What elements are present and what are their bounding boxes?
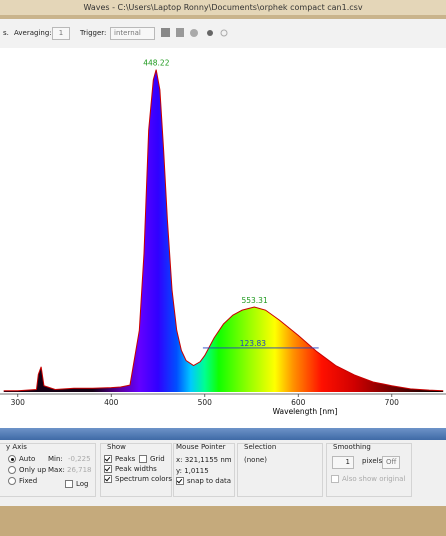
save-icon[interactable] bbox=[161, 28, 170, 37]
radio-label: Auto bbox=[19, 455, 36, 463]
x-tick-label: 600 bbox=[291, 398, 306, 407]
checkbox-label: Peak widths bbox=[115, 465, 157, 473]
check-state bbox=[104, 455, 112, 463]
x-tick-label: 700 bbox=[385, 398, 400, 407]
radio-only-up[interactable]: Only up bbox=[8, 466, 46, 474]
min-value: -0,225 bbox=[68, 455, 91, 463]
also-original-checkbox[interactable]: Also show original bbox=[331, 475, 405, 483]
check-state bbox=[176, 477, 184, 485]
pointer-y: y: 1,0115 bbox=[176, 467, 209, 475]
checkbox-label: Also show original bbox=[342, 475, 406, 483]
smoothing-input[interactable]: 1 bbox=[332, 456, 354, 469]
min-label: Min: bbox=[48, 455, 63, 463]
trigger-dropdown[interactable]: internal bbox=[110, 27, 155, 40]
settings-icon[interactable] bbox=[220, 29, 228, 37]
check-state bbox=[104, 465, 112, 473]
smoothing-group: Smoothing 1 pixels Off Also show origina… bbox=[326, 443, 412, 497]
group-title: Show bbox=[107, 443, 126, 451]
checkbox-label: snap to data bbox=[187, 477, 232, 485]
spectrum-colors-checkbox[interactable]: Spectrum colors bbox=[104, 475, 172, 483]
peak-width-label: 123.83 bbox=[240, 339, 266, 348]
check-state bbox=[8, 466, 16, 474]
group-title: Mouse Pointer bbox=[176, 443, 226, 451]
selection-group: Selection (none) bbox=[237, 443, 323, 497]
x-tick-label: 300 bbox=[11, 398, 26, 407]
settings-panel: y Axis Auto Only up Fixed Min: -0,225 Ma… bbox=[0, 440, 446, 506]
y-axis-group: y Axis Auto Only up Fixed Min: -0,225 Ma… bbox=[0, 443, 96, 497]
check-state bbox=[331, 475, 339, 483]
check-state bbox=[8, 455, 16, 463]
check-state bbox=[65, 480, 73, 488]
max-label: Max: bbox=[48, 466, 65, 474]
checkbox-label: Peaks bbox=[115, 455, 136, 463]
checkbox-label: Grid bbox=[150, 455, 165, 463]
radio-label: Only up bbox=[19, 466, 47, 474]
x-tick-label: 500 bbox=[198, 398, 213, 407]
smoothing-unit: pixels bbox=[362, 457, 383, 465]
trigger-label: Trigger: bbox=[80, 29, 107, 37]
log-checkbox[interactable]: Log bbox=[65, 480, 89, 488]
group-title: Selection bbox=[244, 443, 277, 451]
spectrum-line bbox=[3, 69, 444, 392]
toolbar: s. Averaging: 1 Trigger: internal bbox=[0, 19, 446, 49]
peak-label: 448.22 bbox=[143, 59, 169, 68]
peak-widths-checkbox[interactable]: Peak widths bbox=[104, 465, 157, 473]
unit-fragment: s. bbox=[3, 29, 9, 37]
smoothing-button[interactable]: Off bbox=[382, 456, 401, 469]
pointer-x: x: 321,1155 nm bbox=[176, 456, 232, 464]
spectrum-chart: 300 400 500 600 700 448.22 553.31 123.83 Wavelen… bbox=[0, 48, 446, 428]
signal-icon[interactable] bbox=[190, 29, 198, 37]
radio-label: Fixed bbox=[19, 477, 38, 485]
group-title: Smoothing bbox=[333, 443, 371, 451]
radio-auto[interactable]: Auto bbox=[8, 455, 35, 463]
window-frame bbox=[0, 506, 446, 536]
max-value: 26,718 bbox=[67, 466, 92, 474]
check-state bbox=[104, 475, 112, 483]
check-state bbox=[8, 477, 16, 485]
x-axis-label: Wavelength [nm] bbox=[273, 407, 338, 416]
peak-label: 553.31 bbox=[241, 296, 267, 305]
mouse-pointer-group: Mouse Pointer x: 321,1155 nm y: 1,0115 s… bbox=[173, 443, 235, 497]
radio-fixed[interactable]: Fixed bbox=[8, 477, 37, 485]
toolbar-icons bbox=[161, 28, 228, 37]
window-title: Waves - C:\Users\Laptop Ronny\Documents\… bbox=[0, 0, 446, 15]
grid-checkbox[interactable]: Grid bbox=[139, 455, 165, 463]
averaging-input[interactable]: 1 bbox=[52, 27, 70, 40]
checkbox-label: Log bbox=[76, 480, 89, 488]
panel-header bbox=[0, 428, 446, 440]
spectrum-area bbox=[3, 69, 444, 392]
show-group: Show Peaks Grid Peak widths Spectrum col… bbox=[100, 443, 172, 497]
peaks-checkbox[interactable]: Peaks bbox=[104, 455, 135, 463]
averaging-label: Averaging: bbox=[14, 29, 52, 37]
group-title: y Axis bbox=[6, 443, 27, 451]
snap-checkbox[interactable]: snap to data bbox=[176, 477, 231, 485]
x-tick-label: 400 bbox=[104, 398, 119, 407]
selection-value: (none) bbox=[244, 456, 267, 464]
check-state bbox=[139, 455, 147, 463]
camera-icon[interactable] bbox=[176, 28, 184, 37]
checkbox-label: Spectrum colors bbox=[115, 475, 173, 483]
record-icon[interactable] bbox=[207, 30, 213, 36]
